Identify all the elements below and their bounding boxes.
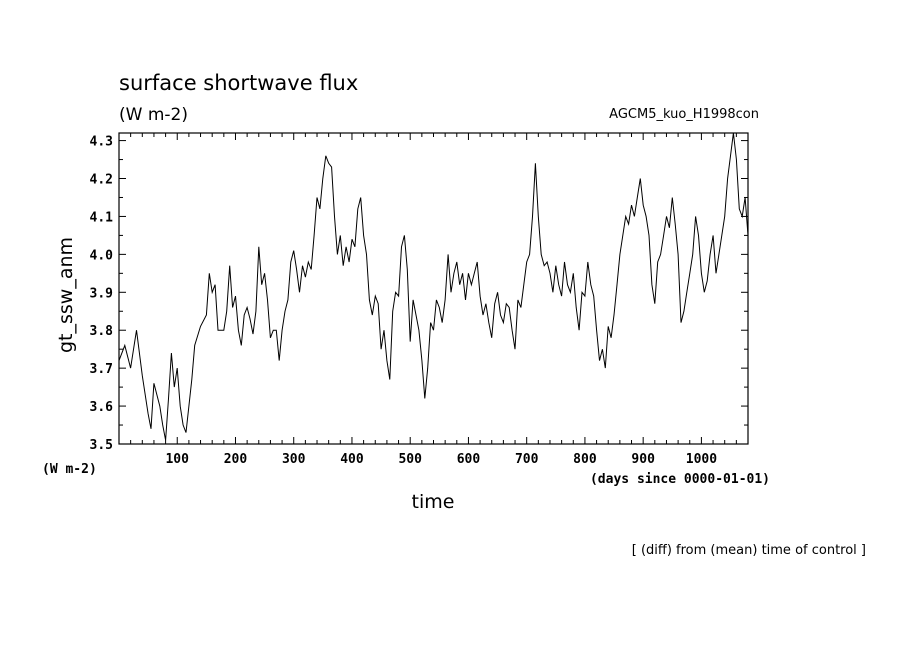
x-tick-label: 800 bbox=[573, 452, 597, 467]
x-axis-units: (days since 0000-01-01) bbox=[590, 472, 770, 487]
series-line bbox=[118, 132, 749, 441]
x-tick-label: 100 bbox=[165, 452, 189, 467]
y-tick-label: 4.1 bbox=[90, 210, 114, 225]
experiment-label: AGCM5_kuo_H1998con bbox=[609, 107, 759, 122]
y-tick-label: 4.0 bbox=[90, 248, 114, 263]
footnote: [ (diff) from (mean) time of control ] bbox=[632, 543, 866, 558]
y-tick-label: 3.6 bbox=[90, 400, 114, 415]
x-tick-label: 300 bbox=[282, 452, 306, 467]
plot-area: 100 200 300 400 500 600 700 800 900 1000 3.53.63.… bbox=[90, 132, 749, 467]
x-tick-label: 600 bbox=[457, 452, 481, 467]
x-tick-label: 900 bbox=[631, 452, 655, 467]
y-axis-tick-labels: 3.5 3.6 3.7 3.8 3.9 4.0 4.1 4.2 4.3 bbox=[90, 135, 114, 453]
y-tick-label: 4.2 bbox=[90, 173, 113, 188]
y-tick-label: 3.5 bbox=[90, 438, 113, 453]
x-tick-label: 500 bbox=[398, 452, 422, 467]
x-tick-label: 200 bbox=[224, 452, 248, 467]
y-tick-label: 3.8 bbox=[90, 324, 114, 339]
y-tick-label: 3.7 bbox=[90, 362, 113, 377]
chart-subtitle: (W m-2) bbox=[119, 105, 188, 125]
x-axis-tick-labels: 100 200 300 400 500 600 700 800 900 1000 bbox=[165, 452, 717, 467]
y-tick-label: 3.9 bbox=[90, 286, 113, 301]
x-tick-label: 400 bbox=[340, 452, 364, 467]
x-axis-label: time bbox=[412, 491, 455, 513]
y-axis-label: gt_ssw_anm bbox=[55, 237, 77, 353]
x-axis-ticks bbox=[130, 133, 737, 444]
y-tick-label: 4.3 bbox=[90, 135, 113, 150]
x-tick-label: 700 bbox=[515, 452, 539, 467]
x-tick-label: 1000 bbox=[686, 452, 717, 467]
y-axis-units: (W m-2) bbox=[42, 462, 97, 477]
y-axis-ticks bbox=[119, 140, 748, 445]
chart-title: surface shortwave flux bbox=[119, 71, 358, 95]
